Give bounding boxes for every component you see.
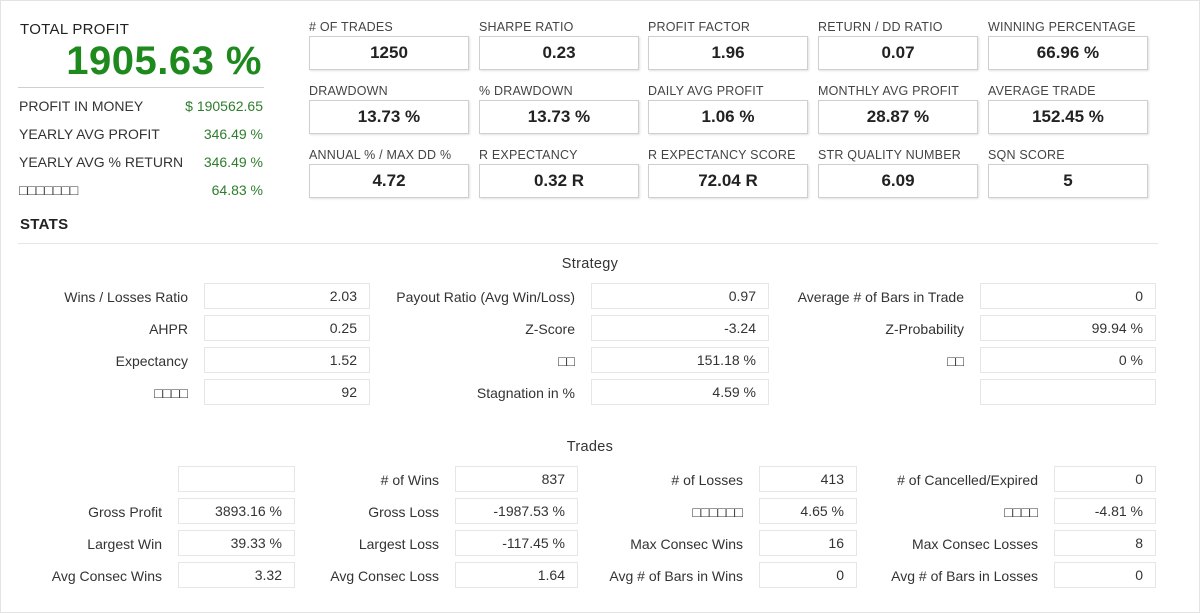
- metric-label: SQN SCORE: [988, 148, 1065, 162]
- metric-label: AVERAGE TRADE: [988, 84, 1096, 98]
- stat-label: □□□□□□: [692, 504, 743, 520]
- metric-value: 0.23: [479, 36, 639, 70]
- stat-label: Largest Win: [87, 536, 162, 552]
- stat-value: 4.65 %: [759, 498, 857, 524]
- stat-value: -3.24: [591, 315, 769, 341]
- metric-value: 0.07: [818, 36, 978, 70]
- stat-value: 0: [759, 562, 857, 588]
- stat-label: Expectancy: [115, 353, 188, 369]
- stat-label: # of Wins: [380, 472, 439, 488]
- stat-value: 0: [1054, 562, 1156, 588]
- stat-value: [178, 466, 295, 492]
- total-profit-value: 1905.63 %: [66, 39, 262, 83]
- stat-label: AHPR: [149, 321, 188, 337]
- stat-value: -117.45 %: [455, 530, 578, 556]
- strategy-heading: Strategy: [561, 256, 619, 272]
- stat-label: □□□□: [1004, 504, 1038, 520]
- metric-label: R EXPECTANCY SCORE: [648, 148, 796, 162]
- stat-value: 4.59 %: [591, 379, 769, 405]
- metric-label: RETURN / DD RATIO: [818, 20, 943, 34]
- metric-label: PROFIT FACTOR: [648, 20, 751, 34]
- stat-value: 2.03: [204, 283, 370, 309]
- metric-label: MONTHLY AVG PROFIT: [818, 84, 960, 98]
- yearly-avg-profit-label: YEARLY AVG PROFIT: [19, 126, 160, 142]
- stat-label: Z-Probability: [885, 321, 964, 337]
- stat-label: Wins / Losses Ratio: [64, 289, 188, 305]
- stat-label: □□: [558, 353, 575, 369]
- metric-value: 28.87 %: [818, 100, 978, 134]
- metric-label: # OF TRADES: [309, 20, 393, 34]
- stat-label: # of Losses: [671, 472, 743, 488]
- stat-value: 151.18 %: [591, 347, 769, 373]
- stat-value: 3.32: [178, 562, 295, 588]
- metric-value: 1.06 %: [648, 100, 808, 134]
- stat-value: 0.25: [204, 315, 370, 341]
- metric-label: % DRAWDOWN: [479, 84, 573, 98]
- metric-value: 1250: [309, 36, 469, 70]
- stat-value: 0 %: [980, 347, 1156, 373]
- metric-value: 72.04 R: [648, 164, 808, 198]
- stat-label: Avg # of Bars in Wins: [609, 568, 743, 584]
- stat-value: -4.81 %: [1054, 498, 1156, 524]
- stat-label: Max Consec Losses: [911, 536, 1038, 552]
- stat-value: 0: [980, 283, 1156, 309]
- stat-value: 0: [1054, 466, 1156, 492]
- stat-label: # of Cancelled/Expired: [897, 472, 1038, 488]
- stat-label: Gross Loss: [368, 504, 439, 520]
- stat-label: Avg # of Bars in Losses: [891, 568, 1038, 584]
- stats-heading: STATS: [20, 216, 69, 233]
- metric-label: DRAWDOWN: [309, 84, 388, 98]
- stat-value: 837: [455, 466, 578, 492]
- profit-in-money-label: PROFIT IN MONEY: [19, 98, 144, 114]
- stat-label: Largest Loss: [358, 536, 439, 552]
- total-profit-label: TOTAL PROFIT: [20, 21, 130, 38]
- yearly-avg-return-value: 346.49 %: [203, 154, 263, 170]
- divider: [18, 243, 1158, 244]
- metric-label: WINNING PERCENTAGE: [988, 20, 1136, 34]
- stat-label: Stagnation in %: [476, 385, 575, 401]
- metric-value: 6.09: [818, 164, 978, 198]
- stat-value: 39.33 %: [178, 530, 295, 556]
- stat-value: 3893.16 %: [178, 498, 295, 524]
- stat-label: Avg Consec Loss: [330, 568, 439, 584]
- metric-value: 13.73 %: [309, 100, 469, 134]
- stat-value: 92: [204, 379, 370, 405]
- stat-value: 8: [1054, 530, 1156, 556]
- metric-label: DAILY AVG PROFIT: [648, 84, 764, 98]
- metric-value: 13.73 %: [479, 100, 639, 134]
- yearly-avg-return-label: YEARLY AVG % RETURN: [19, 154, 184, 170]
- metric-value: 152.45 %: [988, 100, 1148, 134]
- divider: [18, 87, 264, 88]
- metric-value: 66.96 %: [988, 36, 1148, 70]
- unnamed-metric-label: □□□□□□□: [19, 182, 79, 198]
- stat-label: Gross Profit: [88, 504, 162, 520]
- stat-label: Avg Consec Wins: [51, 568, 162, 584]
- trades-heading: Trades: [566, 439, 614, 455]
- stat-value: 1.52: [204, 347, 370, 373]
- stat-label: □□: [947, 353, 964, 369]
- metric-value: 4.72: [309, 164, 469, 198]
- stat-value: 16: [759, 530, 857, 556]
- stat-label: Max Consec Wins: [630, 536, 743, 552]
- stat-value: -1987.53 %: [455, 498, 578, 524]
- stat-value: 99.94 %: [980, 315, 1156, 341]
- yearly-avg-profit-value: 346.49 %: [203, 126, 263, 142]
- stat-value: 0.97: [591, 283, 769, 309]
- stat-value: 1.64: [455, 562, 578, 588]
- metric-label: STR QUALITY NUMBER: [818, 148, 961, 162]
- stat-value: [980, 379, 1156, 405]
- profit-in-money-value: $ 190562.65: [185, 98, 263, 114]
- stat-label: Payout Ratio (Avg Win/Loss): [396, 289, 575, 305]
- stat-label: Average # of Bars in Trade: [797, 289, 964, 305]
- stat-label: Z-Score: [525, 321, 575, 337]
- metric-label: R EXPECTANCY: [479, 148, 578, 162]
- stat-label: □□□□: [154, 385, 188, 401]
- stat-value: 413: [759, 466, 857, 492]
- metric-value: 1.96: [648, 36, 808, 70]
- metric-value: 0.32 R: [479, 164, 639, 198]
- unnamed-metric-value: 64.83 %: [211, 182, 263, 198]
- metric-value: 5: [988, 164, 1148, 198]
- metric-label: ANNUAL % / MAX DD %: [309, 148, 452, 162]
- metric-label: SHARPE RATIO: [479, 20, 574, 34]
